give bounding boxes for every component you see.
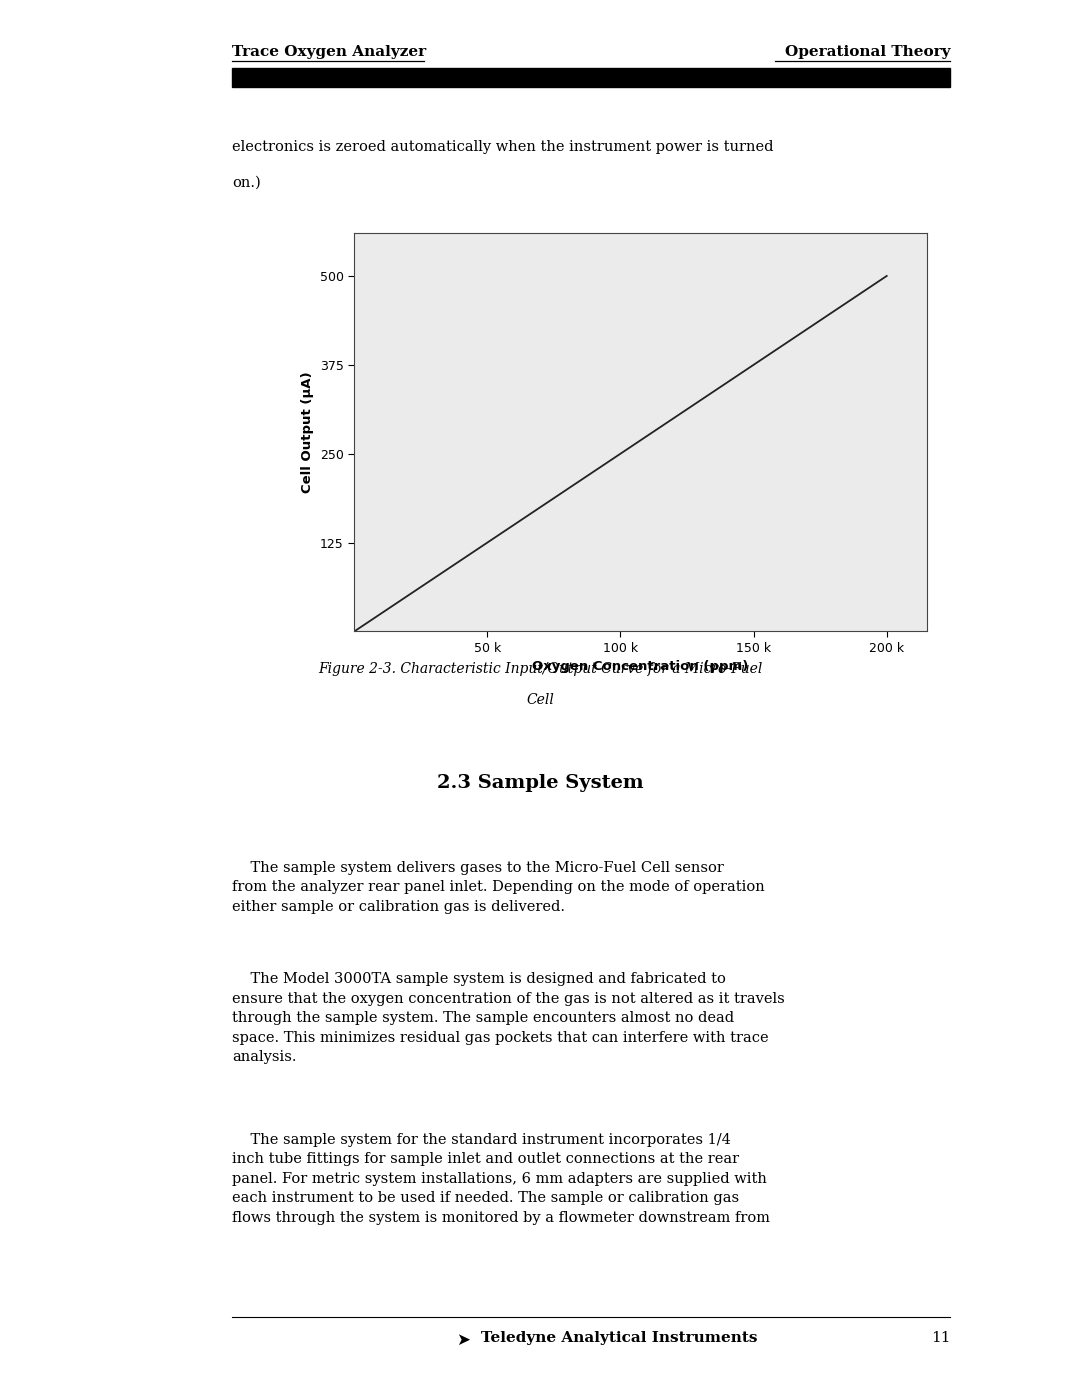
- Text: Teledyne Analytical Instruments: Teledyne Analytical Instruments: [481, 1331, 757, 1345]
- Text: Operational Theory: Operational Theory: [785, 45, 950, 59]
- Text: Cell: Cell: [526, 693, 554, 707]
- Text: 2.3 Sample System: 2.3 Sample System: [436, 774, 644, 792]
- Text: 11: 11: [931, 1331, 950, 1345]
- Text: Figure 2-3. Characteristic Input/Output Curve for a Micro-Fuel: Figure 2-3. Characteristic Input/Output …: [318, 662, 762, 676]
- Bar: [232, 68, 950, 87]
- Text: Trace Oxygen Analyzer: Trace Oxygen Analyzer: [232, 45, 427, 59]
- Text: The Model 3000TA sample system is designed and fabricated to
ensure that the oxy: The Model 3000TA sample system is design…: [232, 972, 785, 1065]
- Text: electronics is zeroed automatically when the instrument power is turned: electronics is zeroed automatically when…: [232, 140, 773, 154]
- Text: The sample system for the standard instrument incorporates 1/4
inch tube fitting: The sample system for the standard instr…: [232, 1133, 770, 1225]
- X-axis label: Oxygen Concentration (ppm): Oxygen Concentration (ppm): [532, 661, 748, 673]
- Text: on.): on.): [232, 176, 261, 190]
- Text: ➤: ➤: [456, 1331, 470, 1350]
- Text: The sample system delivers gases to the Micro-Fuel Cell sensor
from the analyzer: The sample system delivers gases to the …: [232, 861, 765, 914]
- Y-axis label: Cell Output (μA): Cell Output (μA): [301, 372, 314, 493]
